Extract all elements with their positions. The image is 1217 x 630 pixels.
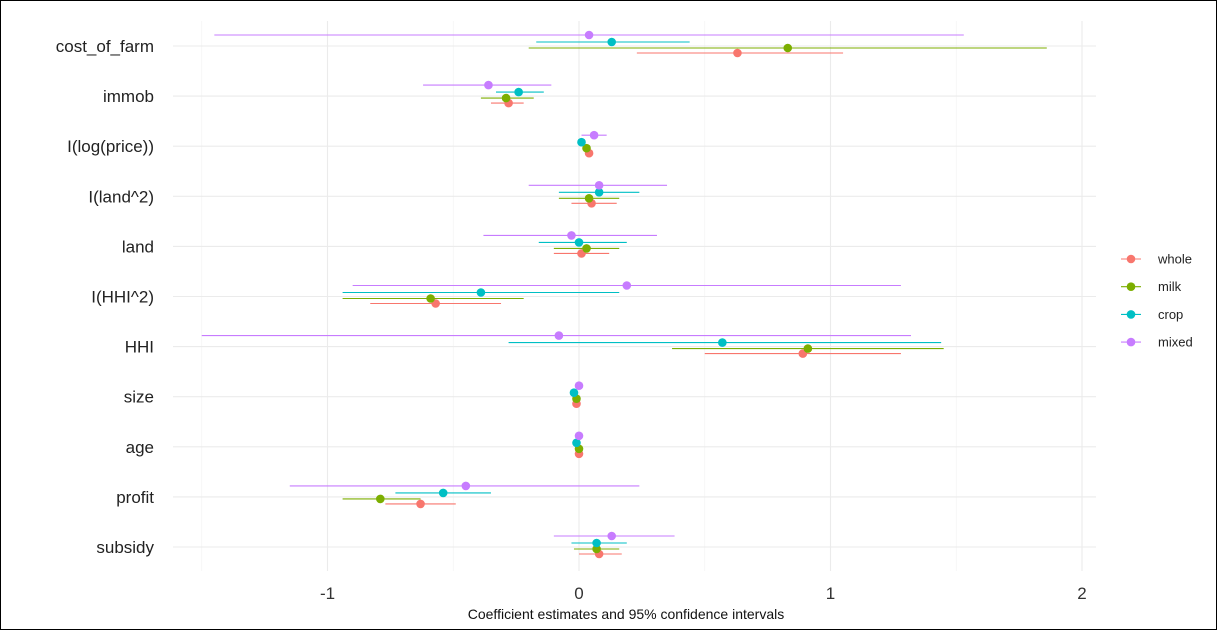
point xyxy=(582,244,591,253)
y-tick-label: subsidy xyxy=(96,538,154,557)
legend-label: whole xyxy=(1157,252,1192,267)
y-tick-label: age xyxy=(126,438,154,457)
point xyxy=(574,431,584,441)
point xyxy=(584,194,594,203)
point xyxy=(461,481,471,491)
y-tick-label: immob xyxy=(103,87,154,106)
y-tick-label: HHI xyxy=(125,338,154,357)
point xyxy=(733,48,742,58)
legend-swatch xyxy=(1126,282,1136,292)
y-tick-label: cost_of_farm xyxy=(56,37,154,56)
y-tick-label: land xyxy=(122,237,154,256)
point xyxy=(554,331,564,340)
legend-item-crop: crop xyxy=(1121,307,1183,322)
y-tick-label: profit xyxy=(116,488,154,507)
point xyxy=(783,43,793,53)
x-tick-label: 0 xyxy=(574,584,583,603)
point xyxy=(572,438,581,448)
point xyxy=(607,37,616,47)
point xyxy=(574,238,584,247)
point xyxy=(567,231,576,240)
legend-item-whole: whole xyxy=(1121,252,1192,267)
point xyxy=(476,288,486,297)
legend-swatch xyxy=(1126,337,1136,347)
data-series xyxy=(201,30,1047,559)
legend-label: mixed xyxy=(1158,335,1193,350)
grid-lines xyxy=(173,21,1096,571)
legend-item-mixed: mixed xyxy=(1121,335,1193,350)
point xyxy=(574,381,584,391)
x-tick-label: 1 xyxy=(826,584,835,603)
legend-label: milk xyxy=(1158,279,1182,294)
point xyxy=(589,130,599,140)
y-tick-label: I(land^2) xyxy=(88,187,154,206)
legend-item-milk: milk xyxy=(1121,279,1182,294)
series-milk xyxy=(342,43,1047,554)
series-mixed xyxy=(201,30,964,541)
legend-swatch xyxy=(1126,254,1136,264)
point xyxy=(584,30,594,40)
x-tick-label: -1 xyxy=(320,584,335,603)
legend-swatch xyxy=(1126,310,1136,319)
point xyxy=(438,488,448,498)
series-crop xyxy=(342,37,942,548)
point xyxy=(376,494,385,504)
point xyxy=(426,294,435,303)
point xyxy=(622,281,632,290)
point xyxy=(569,388,579,398)
point xyxy=(594,188,604,197)
point xyxy=(501,93,511,103)
y-tick-label: I(HHI^2) xyxy=(91,288,154,307)
point xyxy=(718,338,727,347)
point xyxy=(484,80,493,90)
point xyxy=(594,181,604,190)
x-axis-title: Coefficient estimates and 95% confidence… xyxy=(468,606,784,622)
y-tick-label: I(log(price)) xyxy=(67,137,154,156)
x-tick-label: 2 xyxy=(1077,584,1086,603)
legend-label: crop xyxy=(1158,307,1183,322)
point xyxy=(592,538,601,548)
point xyxy=(607,531,616,541)
point xyxy=(514,87,523,97)
y-tick-label: size xyxy=(124,388,154,407)
point xyxy=(592,544,601,554)
point xyxy=(582,143,591,153)
series-whole xyxy=(370,48,901,559)
legend: whole milk crop mixed xyxy=(1121,252,1193,350)
point xyxy=(803,344,813,353)
x-axis-ticks: -1 0 1 2 xyxy=(320,584,1087,603)
point xyxy=(416,499,425,509)
point xyxy=(577,137,586,147)
